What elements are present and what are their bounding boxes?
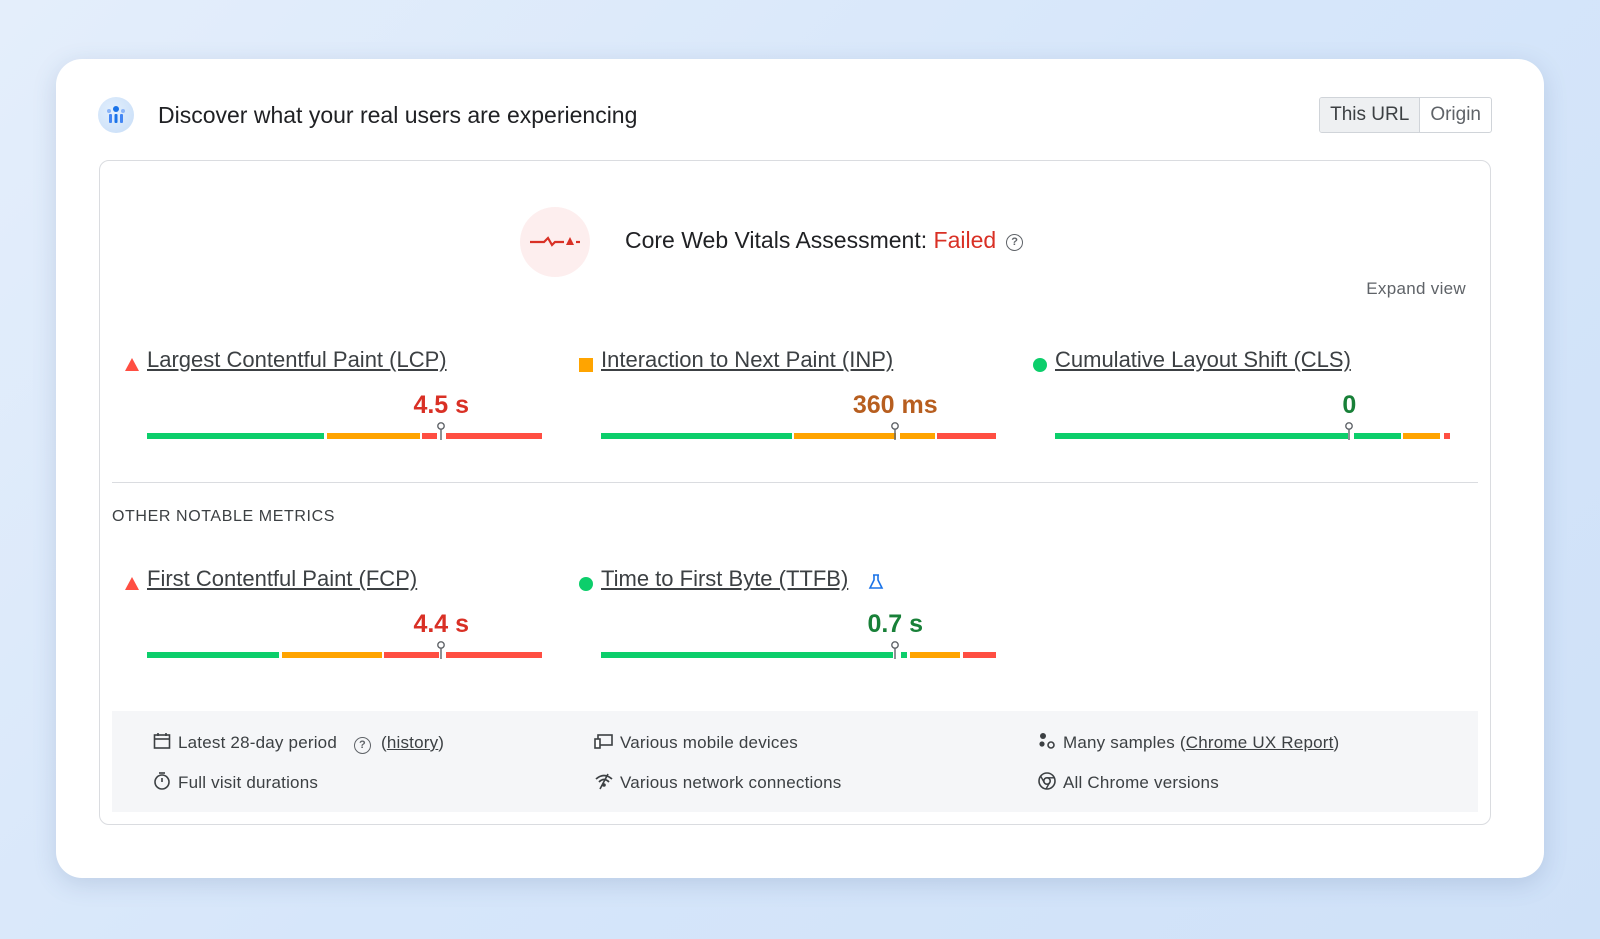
- expand-view-button[interactable]: Expand view: [1366, 279, 1466, 298]
- distribution-segment: [1444, 433, 1450, 439]
- history-paren-open: (: [380, 733, 387, 752]
- distribution-segment: [384, 652, 439, 658]
- other-metrics-heading: OTHER NOTABLE METRICS: [112, 508, 335, 525]
- chrome-icon: [1038, 772, 1056, 790]
- assessment-label: Core Web Vitals Assessment:: [625, 227, 934, 253]
- distribution-segment: [900, 433, 935, 439]
- p75-marker-icon: [891, 422, 900, 440]
- metric-name-link[interactable]: Largest Contentful Paint (LCP): [147, 347, 447, 372]
- durations-info: Full visit durations: [152, 771, 318, 793]
- distribution-segment: [147, 433, 324, 439]
- scope-toggle: This URL Origin: [1319, 97, 1492, 133]
- distribution-bar: [1055, 433, 1450, 439]
- p75-marker-icon: [891, 641, 900, 659]
- versions-info: All Chrome versions: [1037, 771, 1219, 793]
- history-link[interactable]: history: [386, 733, 439, 752]
- metric-cls: Cumulative Layout Shift (CLS) 0: [1032, 347, 1452, 447]
- metric-inp: Interaction to Next Paint (INP) 360 ms: [578, 347, 998, 447]
- period-info: Latest 28-day period ? (history): [152, 731, 444, 754]
- distribution-segment: [147, 652, 280, 658]
- data-info-box: Latest 28-day period ? (history) Full vis…: [112, 711, 1478, 812]
- distribution-segment: [282, 652, 382, 658]
- distribution-segment: [422, 433, 438, 439]
- metric-name-link[interactable]: Cumulative Layout Shift (CLS): [1055, 347, 1351, 372]
- distribution-bar: [147, 652, 542, 658]
- network-text: Various network connections: [620, 773, 842, 792]
- divider: [112, 482, 1478, 483]
- good-circle-icon: [1033, 358, 1047, 372]
- history-paren-close: ): [438, 733, 445, 752]
- samples-icon: [1039, 733, 1055, 749]
- distribution-bar: [147, 433, 542, 439]
- period-help-icon[interactable]: ?: [353, 737, 371, 754]
- distribution-segment: [963, 652, 996, 658]
- distribution-segment: [446, 433, 542, 439]
- calendar-icon: [153, 733, 171, 749]
- assessment-heading: Core Web Vitals Assessment: Failed?: [625, 227, 1024, 254]
- distribution-bar: [601, 652, 996, 658]
- distribution-segment: [446, 652, 542, 658]
- tab-origin[interactable]: Origin: [1430, 104, 1481, 125]
- poor-triangle-icon: [125, 358, 139, 371]
- distribution-segment: [1055, 433, 1349, 439]
- assessment-row: Core Web Vitals Assessment: Failed?: [100, 207, 1490, 277]
- page-title: Discover what your real users are experi…: [158, 102, 638, 128]
- distribution-segment: [1354, 433, 1401, 439]
- crux-logo-icon: [98, 97, 134, 133]
- metric-value: 4.4 s: [413, 610, 470, 638]
- period-text: Latest 28-day period: [178, 733, 337, 752]
- distribution-segment: [601, 433, 792, 439]
- good-circle-icon: [579, 577, 593, 591]
- chrome-ux-report-link[interactable]: Chrome UX Report: [1185, 733, 1334, 752]
- devices-text: Various mobile devices: [620, 733, 798, 752]
- versions-text: All Chrome versions: [1063, 773, 1219, 792]
- card-header: Discover what your real users are experi…: [98, 97, 1492, 137]
- metric-fcp: First Contentful Paint (FCP) 4.4 s: [124, 566, 544, 666]
- samples-info: Many samples (Chrome UX Report): [1037, 731, 1339, 753]
- metric-value: 4.5 s: [413, 391, 470, 419]
- p75-marker-icon: [1345, 422, 1354, 440]
- distribution-segment: [1403, 433, 1441, 439]
- distribution-segment: [601, 652, 894, 658]
- p75-marker-icon: [437, 641, 446, 659]
- distribution-segment: [937, 433, 996, 439]
- tab-this-url[interactable]: This URL: [1320, 98, 1421, 132]
- p75-marker-icon: [437, 422, 446, 440]
- devices-icon: [594, 734, 613, 749]
- metric-value: 360 ms: [852, 391, 938, 419]
- metric-value: 0: [1342, 391, 1357, 419]
- experimental-flask-icon[interactable]: [868, 574, 884, 590]
- wifi-icon: [595, 773, 613, 790]
- metric-value: 0.7 s: [867, 610, 924, 638]
- distribution-segment: [326, 433, 420, 439]
- metric-ttfb: Time to First Byte (TTFB) 0.7 s: [578, 566, 998, 666]
- crux-card: Discover what your real users are experi…: [56, 59, 1544, 878]
- needs-improvement-square-icon: [579, 358, 593, 372]
- durations-text: Full visit durations: [178, 773, 319, 792]
- poor-triangle-icon: [125, 577, 139, 590]
- distribution-bar: [601, 433, 996, 439]
- assessment-status: Failed: [933, 227, 997, 253]
- metric-name-link[interactable]: Time to First Byte (TTFB): [601, 566, 849, 591]
- metrics-panel: Core Web Vitals Assessment: Failed? Expa…: [99, 160, 1491, 825]
- distribution-segment: [793, 433, 897, 439]
- samples-paren-close: ): [1333, 733, 1340, 752]
- metric-name-link[interactable]: First Contentful Paint (FCP): [147, 566, 418, 591]
- failed-pulse-icon: [520, 207, 590, 277]
- samples-text: Many samples (: [1063, 733, 1186, 752]
- devices-info: Various mobile devices: [594, 731, 798, 753]
- distribution-segment: [909, 652, 961, 658]
- network-info: Various network connections: [594, 771, 841, 793]
- distribution-segment: [901, 652, 908, 658]
- help-icon[interactable]: ?: [1006, 234, 1024, 251]
- metric-name-link[interactable]: Interaction to Next Paint (INP): [601, 347, 894, 372]
- stopwatch-icon: [154, 772, 170, 790]
- metric-lcp: Largest Contentful Paint (LCP) 4.5 s: [124, 347, 544, 447]
